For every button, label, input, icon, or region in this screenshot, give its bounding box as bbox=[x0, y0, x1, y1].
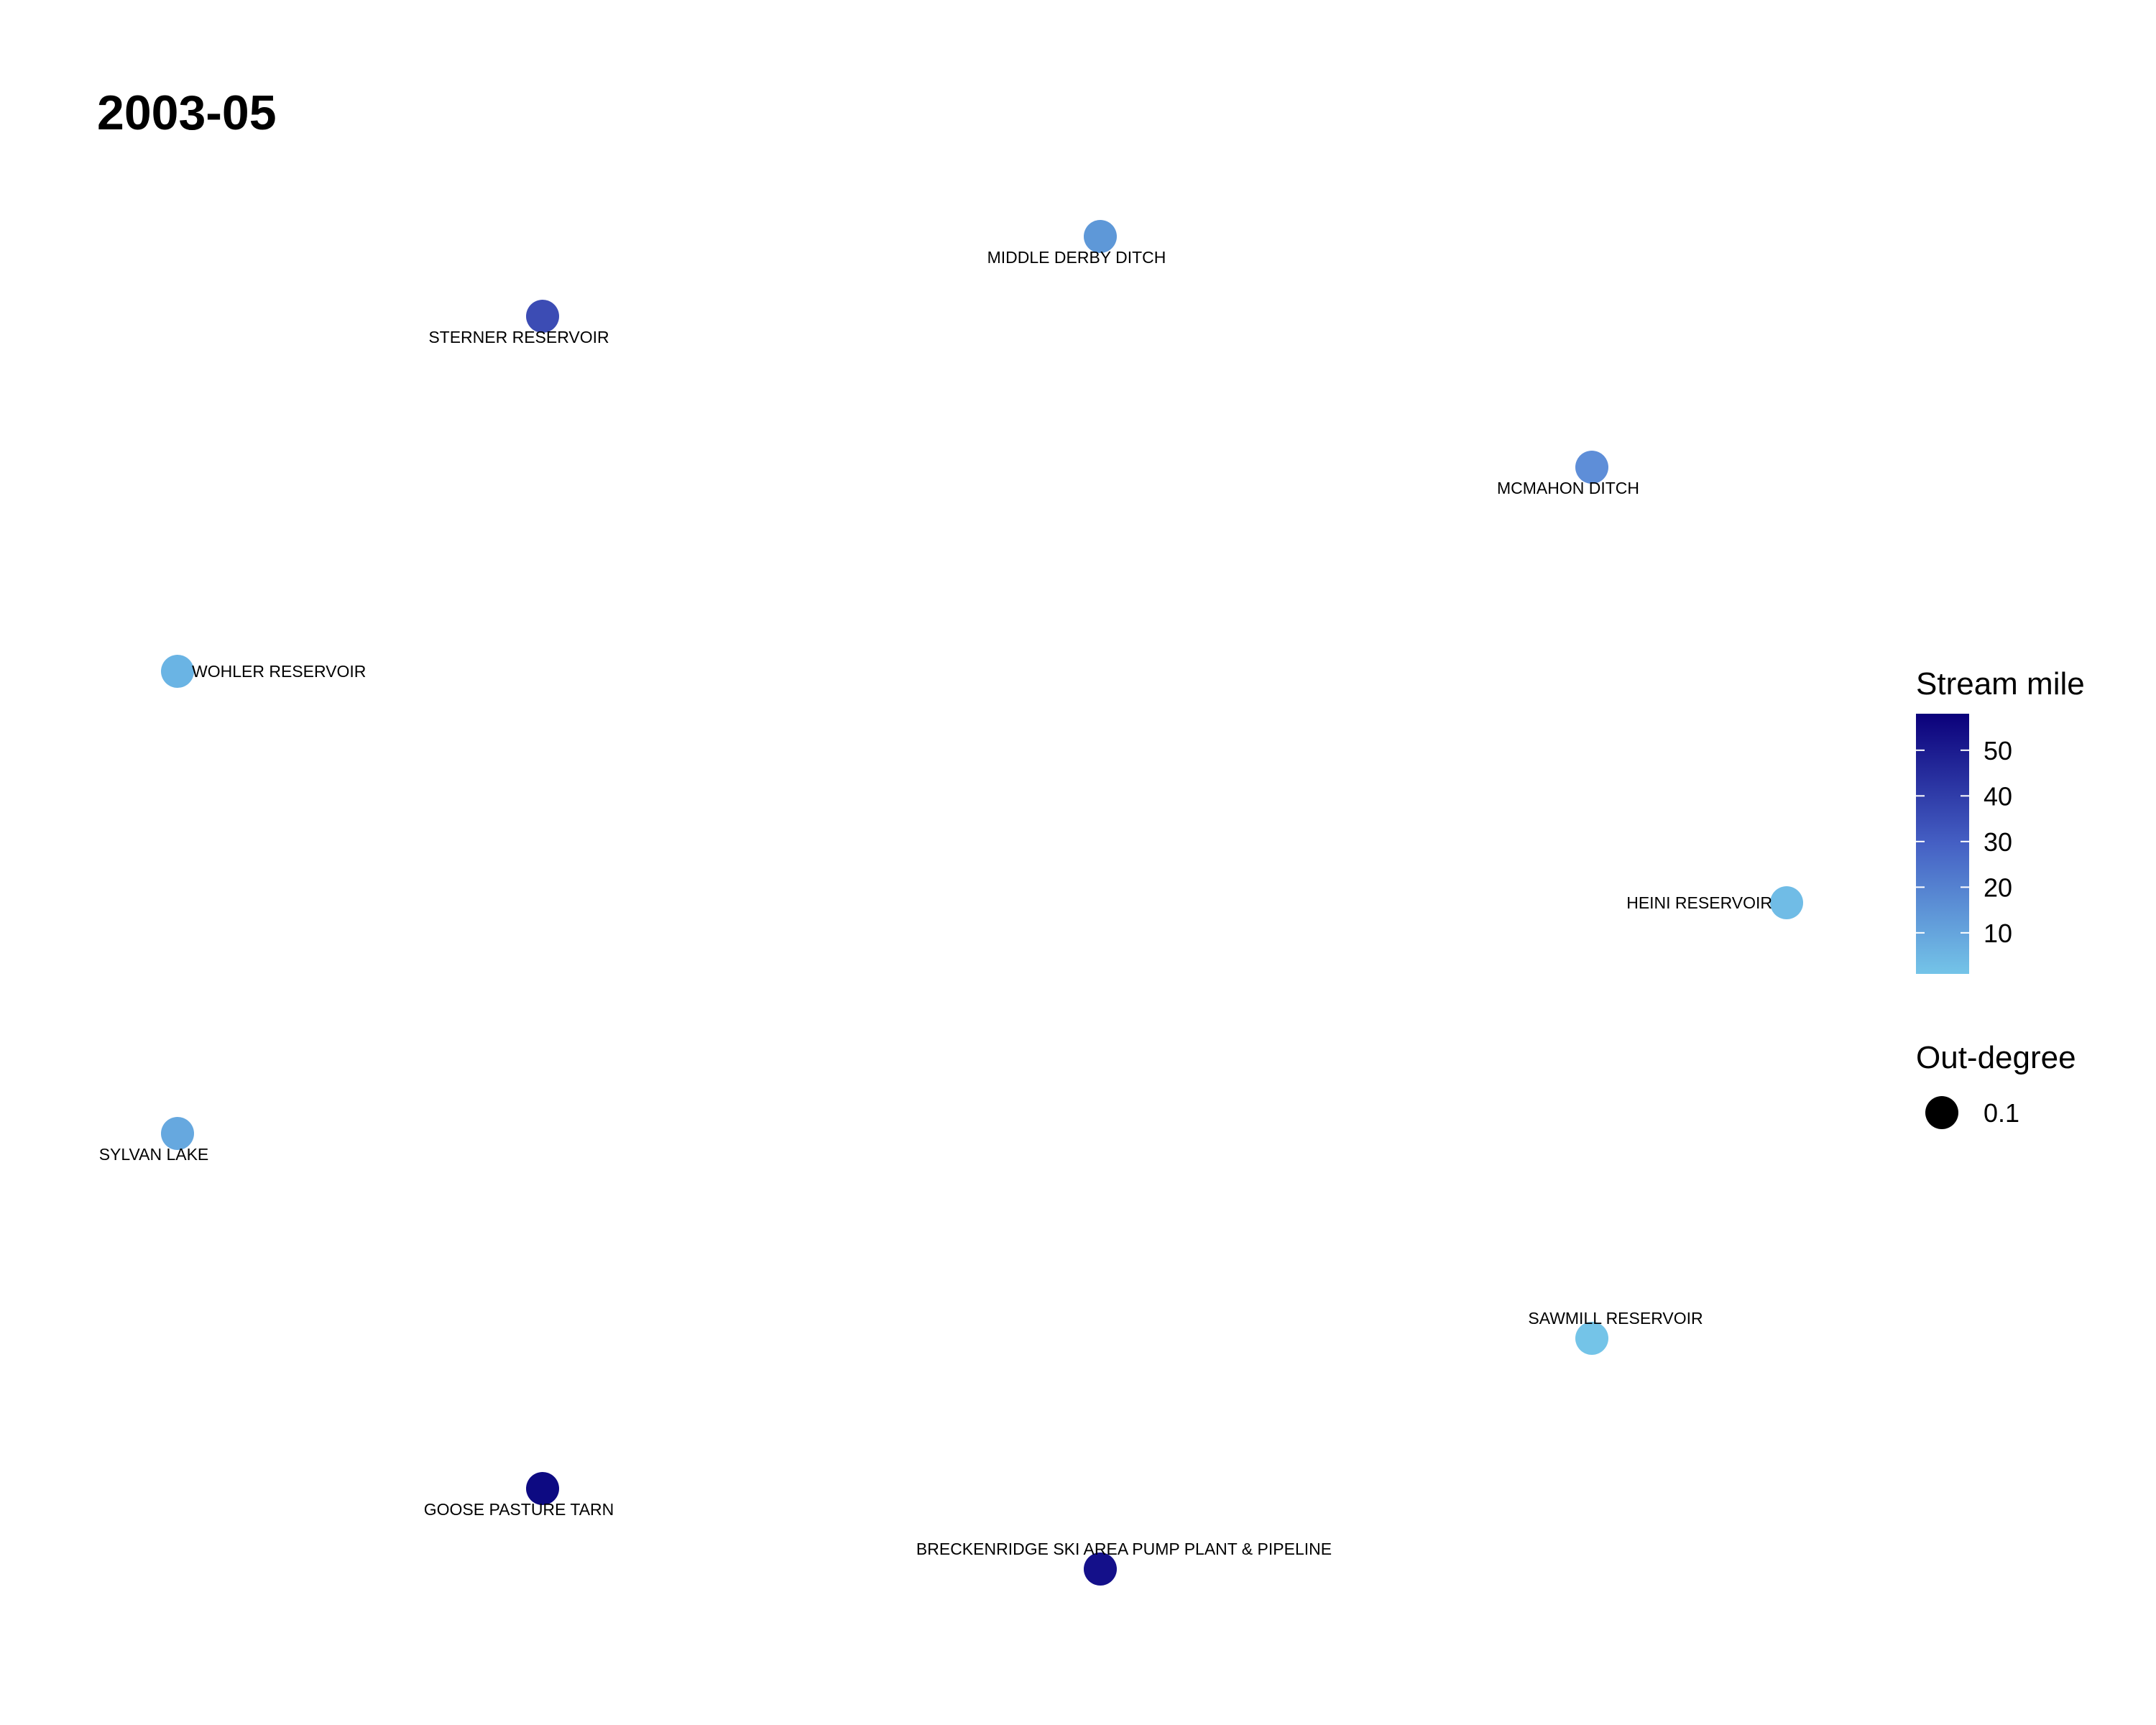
color-bar-ticks: 10 20 30 40 50 bbox=[1916, 736, 2012, 948]
node-label: SYLVAN LAKE bbox=[99, 1145, 209, 1164]
graph-node: GOOSE PASTURE TARN bbox=[424, 1472, 614, 1519]
node-label: SAWMILL RESERVOIR bbox=[1528, 1309, 1703, 1328]
node-label: MIDDLE DERBY DITCH bbox=[987, 248, 1166, 267]
node-point bbox=[1084, 1552, 1117, 1586]
nodes-layer: MIDDLE DERBY DITCH STERNER RESERVOIR MCMAH… bbox=[99, 220, 1803, 1586]
node-point bbox=[1575, 1322, 1608, 1355]
graph-node: SYLVAN LAKE bbox=[99, 1117, 209, 1164]
color-bar-tick-label: 50 bbox=[1984, 736, 2012, 765]
node-label: MCMAHON DITCH bbox=[1497, 479, 1639, 497]
node-point bbox=[161, 655, 194, 688]
chart-title: 2003-05 bbox=[97, 86, 277, 140]
node-point bbox=[526, 1472, 559, 1505]
color-bar-tick-label: 40 bbox=[1984, 781, 2012, 811]
color-legend-title: Stream mile bbox=[1916, 666, 2085, 702]
color-bar bbox=[1916, 714, 1969, 974]
node-point bbox=[526, 300, 559, 333]
graph-node: MCMAHON DITCH bbox=[1497, 451, 1639, 497]
color-bar-tick-label: 30 bbox=[1984, 827, 2012, 857]
size-legend-label: 0.1 bbox=[1984, 1098, 2019, 1128]
size-legend-key bbox=[1925, 1096, 1958, 1129]
node-label: GOOSE PASTURE TARN bbox=[424, 1500, 614, 1519]
graph-node: HEINI RESERVOIR bbox=[1626, 886, 1803, 919]
color-bar-tick-label: 10 bbox=[1984, 919, 2012, 948]
node-label: WOHLER RESERVOIR bbox=[192, 662, 366, 681]
graph-node: BRECKENRIDGE SKI AREA PUMP PLANT & PIPEL… bbox=[916, 1540, 1332, 1586]
size-legend-title: Out-degree bbox=[1916, 1040, 2076, 1075]
node-label: STERNER RESERVOIR bbox=[428, 328, 609, 346]
color-bar-tick-label: 20 bbox=[1984, 873, 2012, 902]
graph-node: STERNER RESERVOIR bbox=[428, 300, 609, 346]
graph-node: MIDDLE DERBY DITCH bbox=[987, 220, 1166, 267]
node-label: BRECKENRIDGE SKI AREA PUMP PLANT & PIPEL… bbox=[916, 1540, 1332, 1558]
node-point bbox=[1770, 886, 1803, 919]
node-point bbox=[161, 1117, 194, 1150]
graph-node: SAWMILL RESERVOIR bbox=[1528, 1309, 1703, 1355]
node-point bbox=[1575, 451, 1608, 484]
node-point bbox=[1084, 220, 1117, 253]
graph-node: WOHLER RESERVOIR bbox=[161, 655, 366, 688]
node-label: HEINI RESERVOIR bbox=[1626, 893, 1772, 912]
